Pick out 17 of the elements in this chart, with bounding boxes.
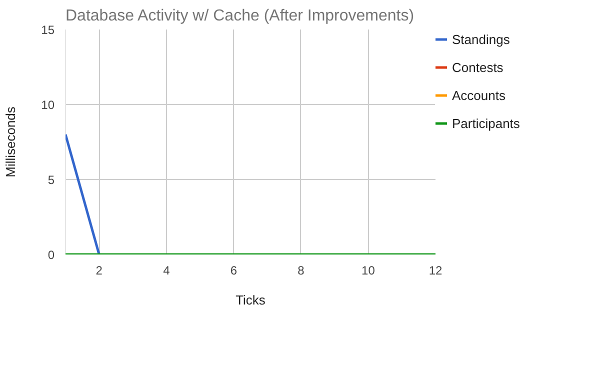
legend-label: Contests: [452, 60, 504, 74]
y-tick-label: 0: [48, 248, 55, 262]
legend-label: Participants: [452, 116, 520, 130]
y-tick-label: 10: [41, 98, 55, 112]
x-tick-label: 10: [362, 264, 376, 278]
y-tick-label: 5: [48, 173, 55, 187]
x-tick-label: 12: [428, 264, 442, 278]
legend-label: Standings: [452, 32, 510, 46]
x-tick-label: 2: [96, 264, 103, 278]
x-tick-label: 4: [163, 264, 170, 278]
chart-title: Database Activity w/ Cache (After Improvements): [66, 8, 414, 24]
y-axis-title: Milliseconds: [3, 106, 18, 178]
x-tick-label: 6: [230, 264, 238, 278]
x-tick-label: 8: [298, 264, 305, 278]
y-tick-label: 15: [41, 23, 55, 37]
legend-label: Accounts: [452, 88, 506, 102]
x-axis-title: Ticks: [236, 292, 266, 308]
